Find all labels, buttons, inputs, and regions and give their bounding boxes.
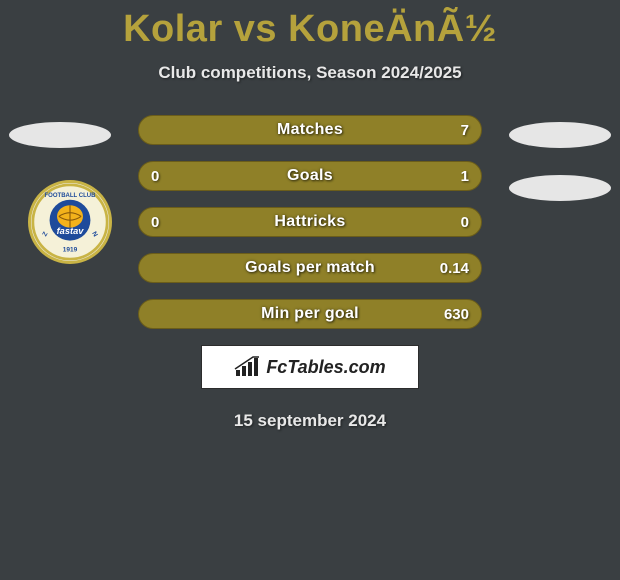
stat-label: Hattricks [274,213,345,231]
brand-link[interactable]: FcTables.com [201,345,419,389]
svg-text:FOOTBALL CLUB: FOOTBALL CLUB [44,193,96,199]
player-right-placeholder-2 [509,175,611,201]
club-badge: FOOTBALL CLUB fastav 1919 Z N [28,180,112,264]
stat-right-value: 1 [461,168,469,185]
stat-row-matches: Matches 7 [138,115,482,145]
stats-container: Matches 7 0 Goals 1 0 Hattricks 0 Goals … [138,115,482,329]
player-right-placeholder [509,122,611,148]
bar-chart-icon [234,356,260,378]
stat-row-hattricks: 0 Hattricks 0 [138,207,482,237]
page-title: Kolar vs KoneÄnÃ½ [0,0,620,51]
stat-row-goals: 0 Goals 1 [138,161,482,191]
stat-left-value: 0 [151,168,159,185]
date-text: 15 september 2024 [0,411,620,431]
stat-label: Matches [277,121,343,139]
stat-right-value: 630 [444,306,469,323]
svg-text:1919: 1919 [63,247,78,254]
stat-right-value: 0 [461,214,469,231]
stat-left-value: 0 [151,214,159,231]
stat-row-goals-per-match: Goals per match 0.14 [138,253,482,283]
stat-label: Min per goal [261,305,359,323]
stat-right-value: 0.14 [440,260,469,277]
page-subtitle: Club competitions, Season 2024/2025 [0,63,620,83]
player-left-placeholder [9,122,111,148]
stat-right-value: 7 [461,122,469,139]
brand-text: FcTables.com [266,357,385,378]
club-badge-icon: FOOTBALL CLUB fastav 1919 Z N [31,183,109,261]
stat-label: Goals [287,167,333,185]
stat-label: Goals per match [245,259,375,277]
svg-text:fastav: fastav [57,226,85,236]
stat-row-min-per-goal: Min per goal 630 [138,299,482,329]
